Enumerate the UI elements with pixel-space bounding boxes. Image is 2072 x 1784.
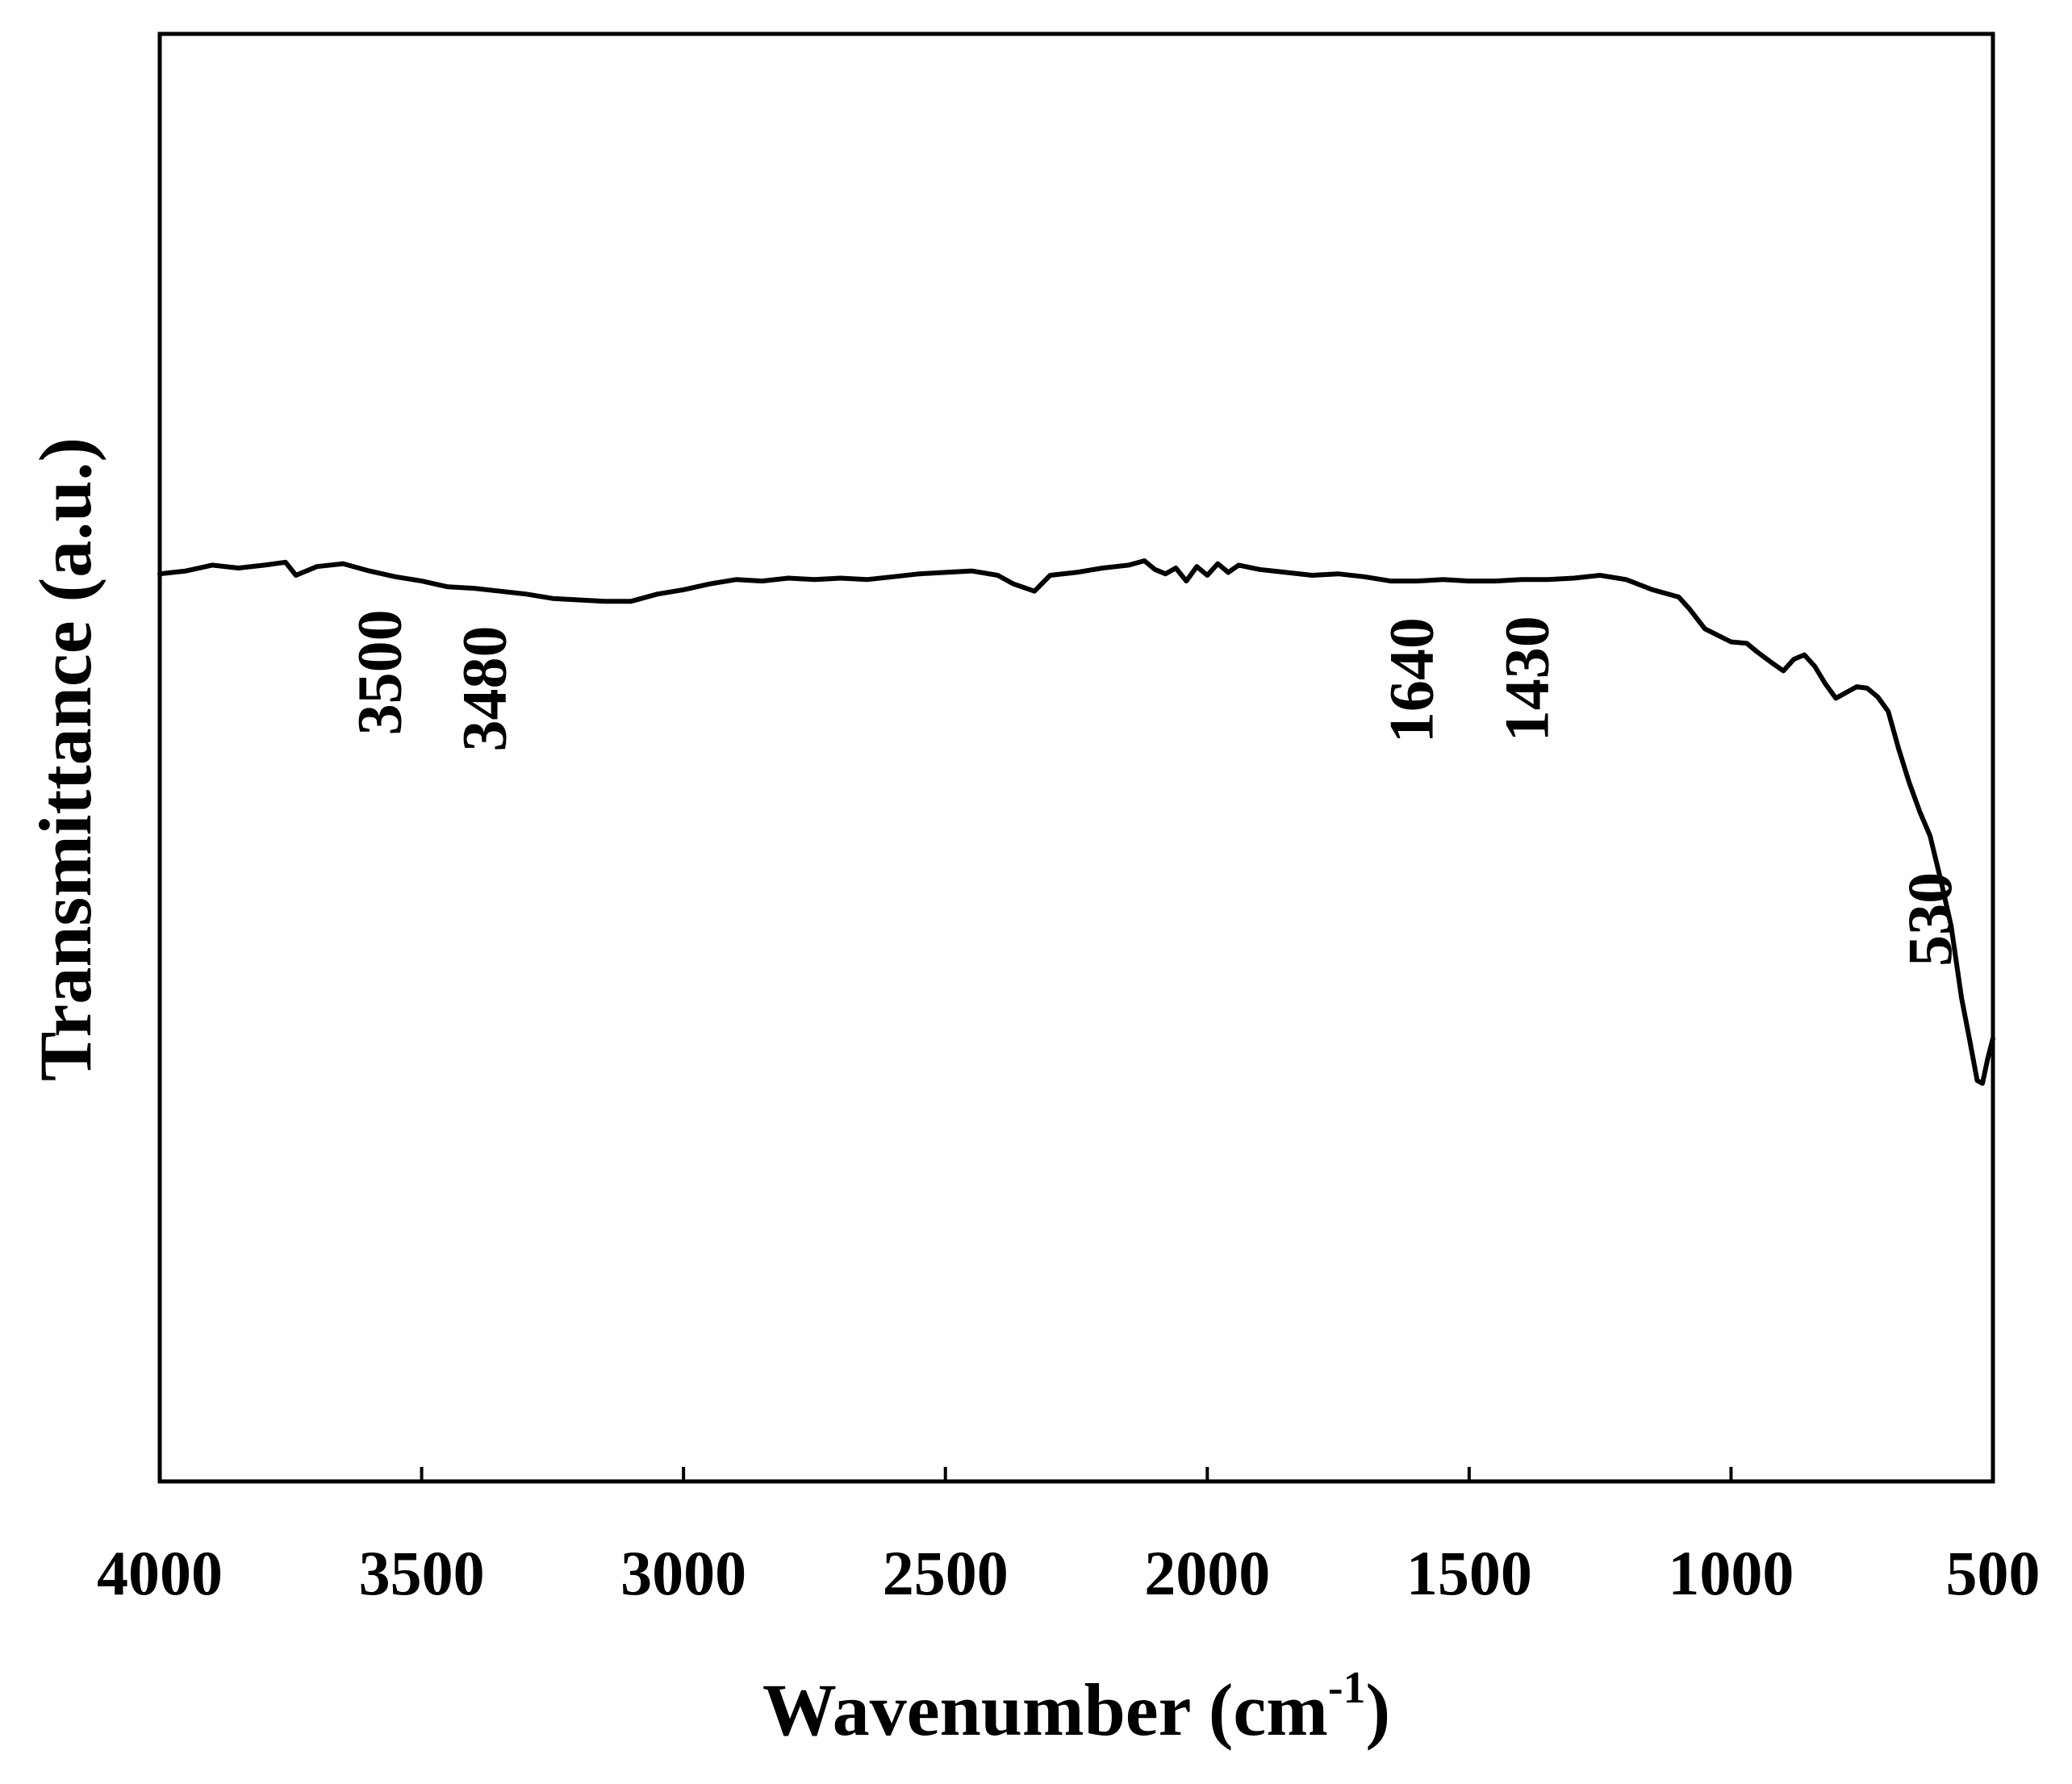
x-tick-label-1500: 1500 xyxy=(1406,1538,1532,1608)
x-axis-title-superscript: -1 xyxy=(1328,1663,1366,1713)
peak-label-3500: 3500 xyxy=(345,609,415,735)
series-line xyxy=(157,558,1995,1086)
x-tick-label-3500: 3500 xyxy=(359,1538,485,1608)
y-axis-title: Transmittance (a.u.) xyxy=(24,437,107,1081)
x-tick-label-2500: 2500 xyxy=(883,1538,1009,1608)
x-tick-label-3000: 3000 xyxy=(620,1538,746,1608)
x-axis-ticks xyxy=(158,1467,1995,1481)
peak-label-530: 530 xyxy=(1894,872,1965,967)
x-tick-label-2000: 2000 xyxy=(1144,1538,1270,1608)
x-axis-title-close: ) xyxy=(1366,1669,1391,1751)
x-axis-tick-labels: 4000 3500 3000 2500 2000 1500 1000 500 xyxy=(97,1538,2041,1608)
x-tick-label-500: 500 xyxy=(1946,1538,2041,1608)
x-axis-title-main: Wavenumber (cm xyxy=(762,1669,1328,1751)
x-tick-label-1000: 1000 xyxy=(1668,1538,1794,1608)
peak-label-1430: 1430 xyxy=(1491,616,1561,742)
x-tick-label-4000: 4000 xyxy=(97,1538,223,1608)
plot-frame xyxy=(157,31,1995,1484)
peak-label-3480: 3480 xyxy=(449,626,520,752)
x-axis-title: Wavenumber (cm-1) xyxy=(762,1663,1390,1751)
peak-annotations: 3500 3480 1640 1430 530 xyxy=(345,609,1965,967)
peak-label-1640: 1640 xyxy=(1376,617,1447,743)
